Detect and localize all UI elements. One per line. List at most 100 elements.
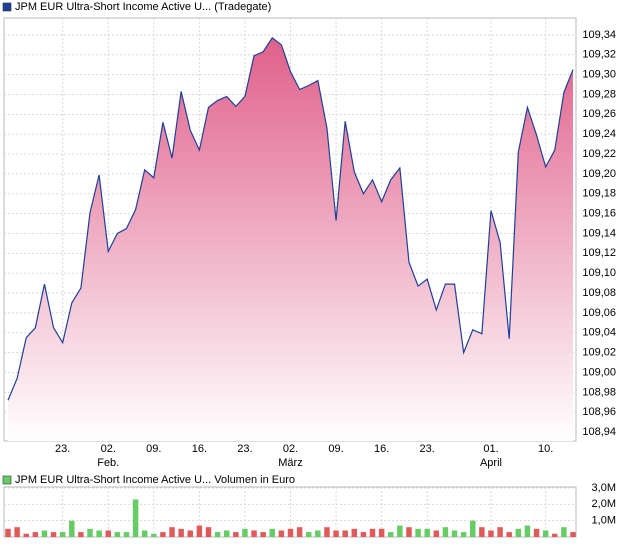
volume-bar: [333, 530, 339, 537]
y-tick-label: 109,24: [582, 128, 616, 140]
volume-bar: [533, 528, 540, 537]
volume-bar: [315, 530, 321, 537]
volume-bar: [451, 530, 458, 537]
volume-bar: [360, 532, 367, 537]
volume-bar: [415, 528, 421, 537]
y-tick-label: 109,14: [582, 227, 616, 239]
volume-bar: [14, 527, 20, 537]
volume-bar: [87, 528, 93, 537]
x-tick-label: 16.: [374, 443, 389, 455]
volume-bar: [187, 530, 193, 537]
y-tick-label: 109,06: [582, 307, 616, 319]
x-tick-label: 02.: [101, 443, 116, 455]
volume-bar: [342, 530, 348, 537]
y-tick-label: 109,34: [582, 29, 616, 41]
volume-bar: [287, 528, 294, 537]
x-tick-label: 23.: [237, 443, 252, 455]
volume-bar: [151, 533, 157, 537]
y-tick-label: 108,94: [582, 426, 616, 438]
volume-bar: [497, 527, 503, 537]
y-tick-label: 108,98: [582, 386, 616, 398]
volume-bar: [23, 533, 29, 537]
price-line: [7, 36, 574, 401]
y-tick-label: 109,12: [582, 247, 616, 259]
volume-bar: [50, 532, 57, 537]
volume-bar: [178, 528, 184, 537]
volume-bar: [378, 528, 385, 537]
volume-bar: [433, 530, 440, 537]
volume-bar: [296, 527, 303, 537]
volume-bar: [460, 532, 467, 537]
y-tick-label: 109,04: [582, 327, 616, 339]
chart-title: JPM EUR Ultra-Short Income Active U... (…: [15, 1, 271, 13]
volume-bar: [141, 530, 148, 537]
x-month-label: April: [480, 457, 502, 469]
y-tick-label: 109,16: [582, 208, 616, 220]
volume-bar: [105, 530, 111, 537]
volume-bar: [223, 530, 230, 537]
x-tick-label: 02.: [283, 443, 298, 455]
legend-swatch: [2, 475, 12, 485]
volume-bar: [69, 520, 75, 537]
volume-bar: [506, 532, 512, 537]
y-tick-label: 109,30: [582, 69, 616, 81]
y-tick-label: 109,02: [582, 347, 616, 359]
volume-bar: [524, 525, 531, 537]
volume-bar: [488, 530, 494, 537]
volume-bar: [406, 527, 412, 537]
volume-bar: [570, 532, 576, 537]
y-tick-label: 2,0M: [592, 498, 616, 510]
volume-bar: [388, 532, 394, 537]
volume-bar: [41, 530, 48, 537]
volume-bar: [278, 530, 285, 537]
y-tick-label: 3,0M: [592, 482, 616, 494]
volume-bar: [5, 528, 11, 537]
x-tick-label: 09.: [146, 443, 161, 455]
volume-bar: [369, 528, 376, 537]
chart-title: JPM EUR Ultra-Short Income Active U... V…: [15, 474, 295, 486]
x-tick-label: 09.: [328, 443, 343, 455]
volume-bar: [251, 530, 257, 537]
volume-bar: [78, 532, 84, 537]
y-tick-label: 109,10: [582, 267, 616, 279]
volume-bar: [397, 525, 403, 537]
y-tick-label: 109,22: [582, 148, 616, 160]
volume-bar: [233, 532, 239, 537]
volume-bar: [470, 520, 476, 537]
volume-bar: [442, 527, 449, 537]
volume-bar: [114, 532, 121, 537]
x-tick-label: 23.: [55, 443, 70, 455]
volume-bar: [305, 532, 312, 537]
volume-bar: [242, 528, 248, 537]
x-tick-label: 23.: [420, 443, 435, 455]
volume-bar: [552, 533, 558, 537]
volume-bar: [269, 528, 276, 537]
x-month-label: März: [278, 457, 302, 469]
volume-bar: [424, 528, 430, 537]
y-tick-label: 109,20: [582, 168, 616, 180]
volume-bar: [160, 532, 166, 537]
x-tick-label: 16.: [192, 443, 207, 455]
volume-bar: [196, 525, 203, 537]
volume-bar: [324, 527, 330, 537]
y-tick-label: 109,00: [582, 366, 616, 378]
volume-bar: [260, 532, 266, 537]
volume-bar: [59, 532, 66, 537]
volume-bar: [351, 528, 358, 537]
volume-bar: [542, 530, 549, 537]
x-tick-label: 01.: [483, 443, 498, 455]
volume-bar: [479, 527, 485, 537]
volume-bar: [32, 532, 39, 537]
area-fill: [8, 37, 573, 441]
y-tick-label: 109,08: [582, 287, 616, 299]
volume-bar: [205, 527, 212, 537]
legend-swatch: [2, 2, 12, 12]
volume-bar: [214, 532, 221, 537]
y-tick-label: 109,32: [582, 49, 616, 61]
y-tick-label: 109,18: [582, 188, 616, 200]
volume-bar: [169, 527, 175, 537]
x-tick-label: 10.: [538, 443, 553, 455]
volume-bar: [515, 528, 522, 537]
volume-bar: [96, 530, 102, 537]
